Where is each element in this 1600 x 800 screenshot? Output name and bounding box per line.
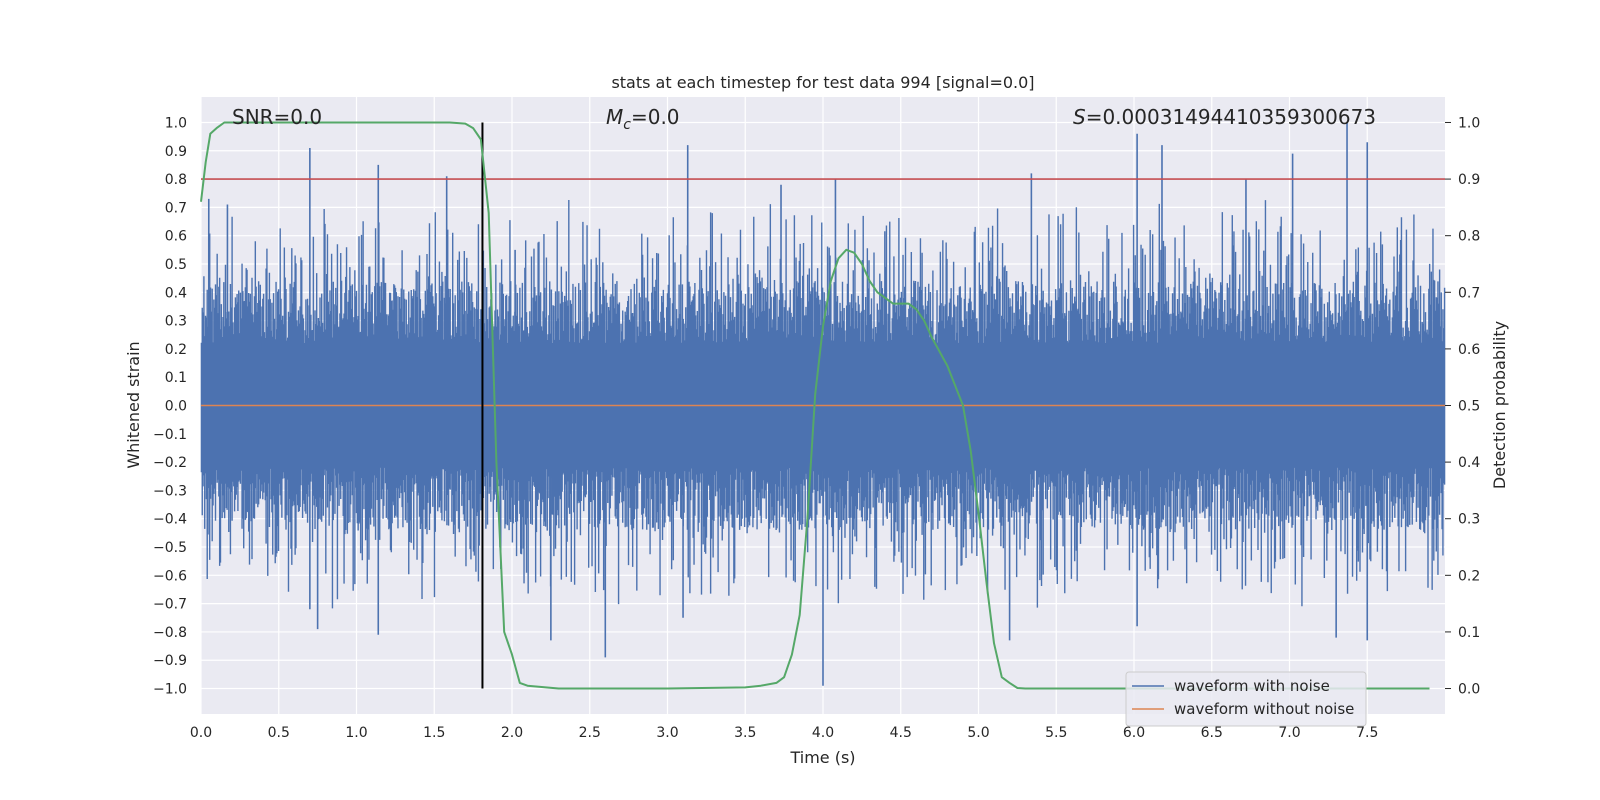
x-tick-label: 2.5 bbox=[579, 725, 601, 741]
y-left-tick-label: 0.2 bbox=[165, 342, 187, 358]
legend-box bbox=[1125, 671, 1367, 727]
s-annotation: S=0.00031494410359300673 bbox=[1073, 105, 1376, 129]
y-right-tick-label: 0.0 bbox=[1458, 682, 1480, 698]
y-left-axis-label: Whitened strain bbox=[124, 341, 143, 468]
legend-label-clean: waveform without noise bbox=[1174, 700, 1354, 718]
s-symbol: S bbox=[1073, 105, 1086, 129]
y-left-tick-label: 0.7 bbox=[165, 200, 187, 216]
x-tick-label: 7.5 bbox=[1356, 725, 1378, 741]
y-left-tick-label: −1.0 bbox=[153, 682, 187, 698]
mc-symbol: M bbox=[606, 105, 623, 129]
x-tick-label: 4.5 bbox=[890, 725, 912, 741]
y-left-tick-label: 1.0 bbox=[165, 115, 187, 131]
y-left-tick-label: −0.1 bbox=[153, 427, 187, 443]
y-left-tick-label: −0.4 bbox=[153, 512, 187, 528]
x-tick-label: 2.0 bbox=[501, 725, 523, 741]
y-left-tick-label: 0.4 bbox=[165, 285, 187, 301]
mc-subscript: c bbox=[623, 117, 631, 133]
x-axis-ticks: 0.0 0.5 1.0 1.5 2.0 2.5 3.0 3.5 4.0 4.5 5.0 5.5 6.0 6… bbox=[190, 725, 1379, 741]
y-left-tick-label: 0.6 bbox=[165, 229, 187, 245]
x-tick-label: 6.5 bbox=[1201, 725, 1223, 741]
y-left-tick-label: 0.0 bbox=[165, 399, 187, 415]
y-left-tick-label: 0.5 bbox=[165, 257, 187, 273]
y-right-tick-label: 0.6 bbox=[1458, 342, 1480, 358]
y-right-tick-label: 0.2 bbox=[1458, 568, 1480, 584]
y-left-tick-label: −0.6 bbox=[153, 568, 187, 584]
overlay-lines bbox=[201, 122, 1445, 689]
snr-annotation: SNR=0.0 bbox=[232, 105, 322, 129]
x-tick-label: 1.0 bbox=[345, 725, 367, 741]
x-tick-label: 5.0 bbox=[967, 725, 989, 741]
legend-label-noise: waveform with noise bbox=[1174, 677, 1330, 695]
y-left-axis-ticks: 1.0 0.9 0.8 0.7 0.6 0.5 0.4 0.3 0.2 0.1 0.0 −0.1 −0.… bbox=[153, 115, 187, 697]
x-tick-label: 7.0 bbox=[1278, 725, 1300, 741]
y-left-tick-label: −0.7 bbox=[153, 597, 187, 613]
y-right-tick-label: 0.4 bbox=[1458, 455, 1480, 471]
s-value: =0.00031494410359300673 bbox=[1086, 105, 1376, 129]
mc-value: =0.0 bbox=[631, 105, 680, 129]
y-left-tick-label: −0.8 bbox=[153, 625, 187, 641]
x-tick-label: 3.5 bbox=[734, 725, 756, 741]
y-right-tick-label: 0.9 bbox=[1458, 172, 1480, 188]
probability-line bbox=[200, 121, 1430, 690]
y-right-tick-label: 0.7 bbox=[1458, 285, 1480, 301]
x-tick-label: 1.5 bbox=[423, 725, 445, 741]
y-left-tick-label: −0.9 bbox=[153, 653, 187, 669]
x-tick-label: 6.0 bbox=[1123, 725, 1145, 741]
x-tick-label: 4.0 bbox=[812, 725, 834, 741]
mc-annotation: Mc=0.0 bbox=[606, 105, 680, 133]
x-axis-label: Time (s) bbox=[789, 748, 855, 767]
x-tick-label: 0.5 bbox=[268, 725, 290, 741]
y-right-axis-label: Detection probability bbox=[1490, 321, 1509, 489]
x-tick-label: 0.0 bbox=[190, 725, 212, 741]
y-right-tick-label: 0.3 bbox=[1458, 512, 1480, 528]
y-right-tick-label: 0.1 bbox=[1458, 625, 1480, 641]
y-right-tick-label: 0.5 bbox=[1458, 399, 1480, 415]
y-right-tick-label: 0.8 bbox=[1458, 229, 1480, 245]
legend: waveform with noise waveform without noi… bbox=[1125, 671, 1367, 727]
chart-title: stats at each timestep for test data 994… bbox=[611, 73, 1034, 92]
y-left-tick-label: 0.9 bbox=[165, 144, 187, 160]
x-tick-label: 3.0 bbox=[656, 725, 678, 741]
y-right-tick-label: 1.0 bbox=[1458, 115, 1480, 131]
y-left-tick-label: −0.3 bbox=[153, 483, 187, 499]
series-detection-probability bbox=[200, 121, 1430, 690]
y-left-tick-label: 0.1 bbox=[165, 370, 187, 386]
y-left-tick-label: −0.2 bbox=[153, 455, 187, 471]
y-left-tick-label: 0.3 bbox=[165, 314, 187, 330]
y-left-tick-label: −0.5 bbox=[153, 540, 187, 556]
y-right-axis-ticks: 1.0 0.9 0.8 0.7 0.6 0.5 0.4 0.3 0.2 0.1 0.0 bbox=[1445, 115, 1480, 698]
x-tick-label: 5.5 bbox=[1045, 725, 1067, 741]
y-left-tick-label: 0.8 bbox=[165, 172, 187, 188]
